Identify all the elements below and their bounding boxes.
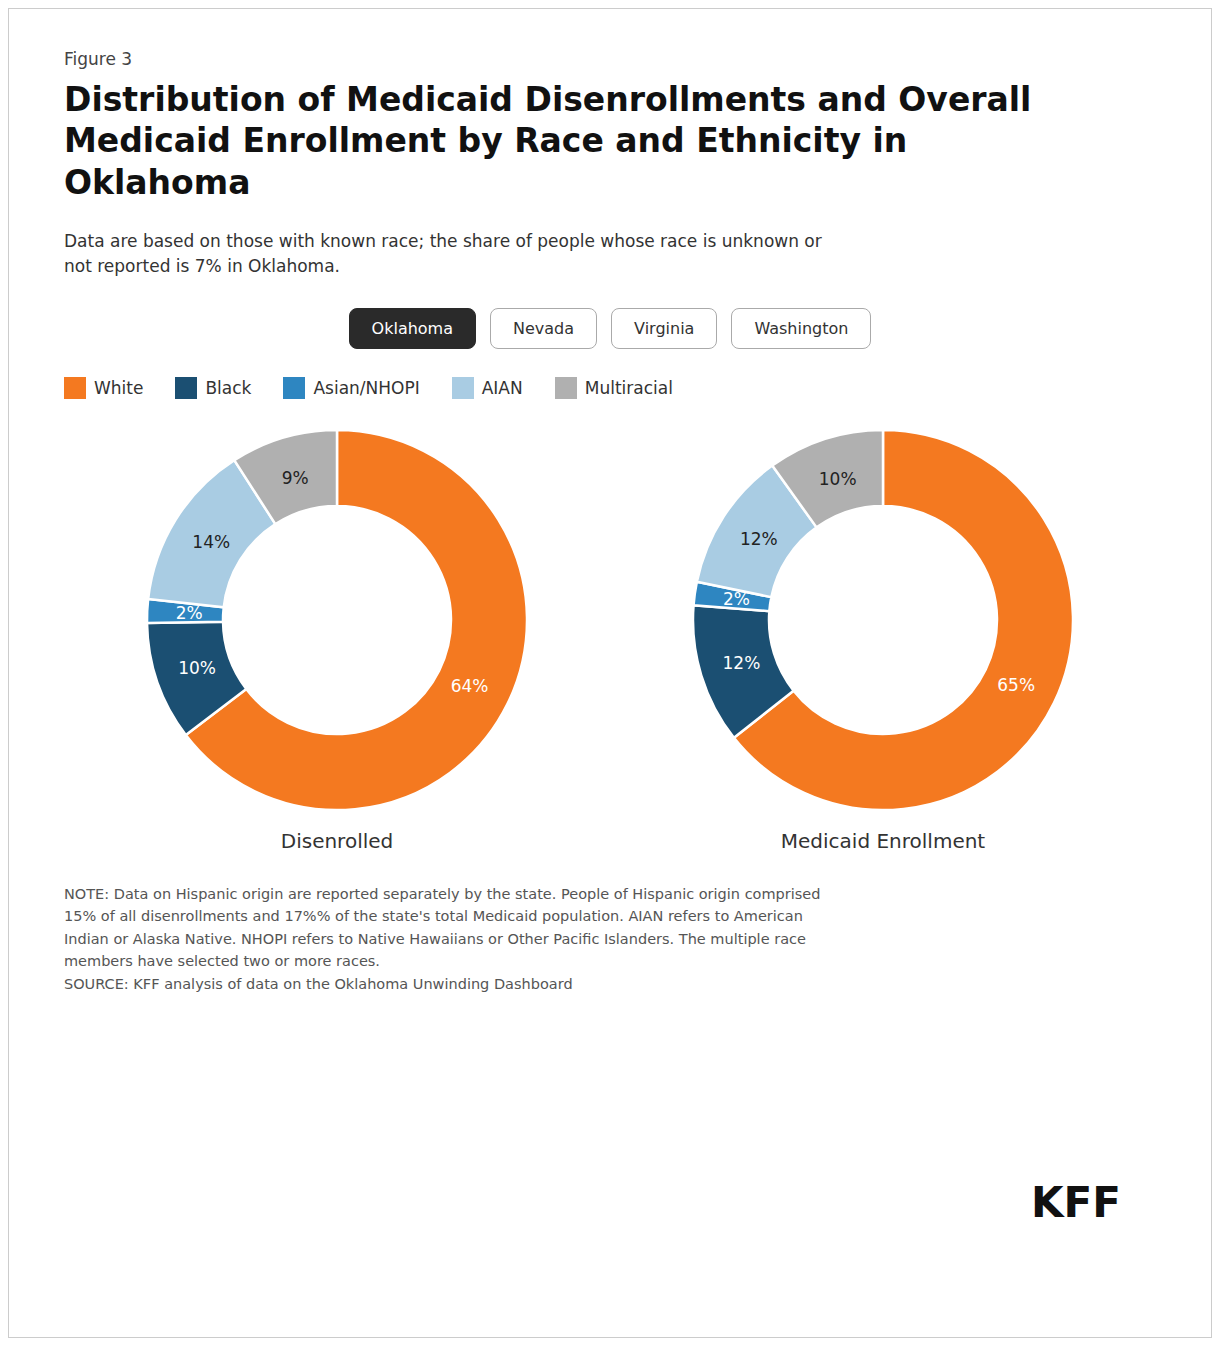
svg-text:12%: 12% bbox=[740, 529, 778, 549]
svg-text:10%: 10% bbox=[819, 469, 857, 489]
html-text:Disenrolled: Disenrolled bbox=[280, 828, 394, 853]
svg-text:10%: 10% bbox=[178, 658, 216, 678]
html-text:Nevada: Nevada bbox=[513, 318, 575, 338]
html-text:Data are based on those with k: Data are based on those with known race;… bbox=[64, 230, 822, 277]
svg-text:2%: 2% bbox=[723, 589, 750, 609]
html-text:Distribution of Medicaid Disen: Distribution of Medicaid Disenrollments … bbox=[64, 80, 1032, 202]
svg-text:64%: 64% bbox=[451, 675, 489, 695]
svg-text:2%: 2% bbox=[176, 603, 203, 623]
html-text:Asian/NHOPI: Asian/NHOPI bbox=[313, 377, 420, 398]
html-text:KFF: KFF bbox=[1031, 1178, 1121, 1227]
svg-text:9%: 9% bbox=[282, 468, 309, 488]
svg-text:65%: 65% bbox=[997, 674, 1035, 694]
html-text:NOTE: Data on Hispanic origin: NOTE: Data on Hispanic origin are report… bbox=[64, 885, 821, 992]
html-text:Multiracial: Multiracial bbox=[584, 377, 673, 398]
html-text:Washington: Washington bbox=[754, 318, 849, 338]
html-text:AIAN: AIAN bbox=[481, 377, 523, 398]
html-text:Virginia: Virginia bbox=[634, 318, 695, 338]
html-text:White: White bbox=[94, 377, 144, 398]
svg-text:12%: 12% bbox=[723, 653, 761, 673]
svg-text:14%: 14% bbox=[192, 532, 230, 552]
html-text:Oklahoma: Oklahoma bbox=[371, 318, 453, 338]
html-text:Figure 3: Figure 3 bbox=[64, 49, 133, 69]
html-text:Medicaid Enrollment: Medicaid Enrollment bbox=[780, 828, 986, 853]
html-text:Black: Black bbox=[205, 377, 252, 398]
